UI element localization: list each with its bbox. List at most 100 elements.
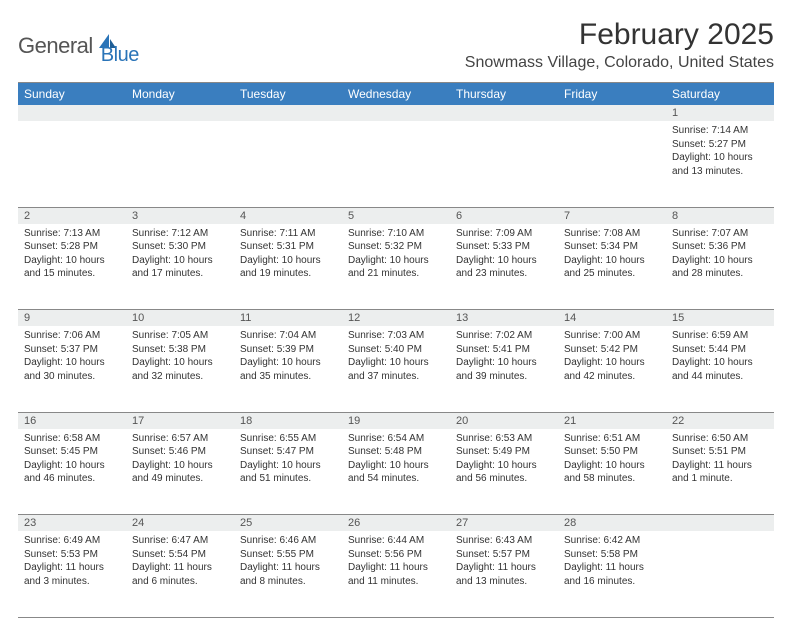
weekday-header: Saturday — [666, 83, 774, 106]
day-detail-line: Sunset: 5:33 PM — [456, 241, 530, 252]
day-detail-line: Daylight: 10 hours and 39 minutes. — [456, 357, 537, 382]
day-number: 16 — [18, 412, 126, 429]
day-number-row: 9101112131415 — [18, 310, 774, 327]
day-details: Sunrise: 7:06 AMSunset: 5:37 PMDaylight:… — [18, 326, 126, 387]
day-detail-line: Sunset: 5:30 PM — [132, 241, 206, 252]
day-details-row: Sunrise: 7:13 AMSunset: 5:28 PMDaylight:… — [18, 224, 774, 310]
day-number-row: 2345678 — [18, 207, 774, 224]
day-cell — [18, 121, 126, 207]
day-cell: Sunrise: 6:58 AMSunset: 5:45 PMDaylight:… — [18, 429, 126, 515]
day-detail-line: Sunrise: 6:51 AM — [564, 433, 640, 444]
logo: General Blue — [18, 24, 139, 67]
day-number: 2 — [18, 207, 126, 224]
title-block: February 2025 Snowmass Village, Colorado… — [465, 18, 774, 72]
day-number: 13 — [450, 310, 558, 327]
day-details — [450, 121, 558, 128]
day-details: Sunrise: 7:11 AM Sunset: 5:31 PM Daylight:… — [234, 224, 342, 285]
day-detail-line: Sunrise: 7:02 AM — [456, 330, 532, 341]
day-detail-line: Sunrise: 7:06 AM — [24, 330, 100, 341]
day-details: Sunrise: 6:54 AMSunset: 5:48 PMDaylight:… — [342, 429, 450, 490]
day-number — [18, 105, 126, 121]
day-detail-line: Sunrise: 7:09 AM — [456, 228, 532, 239]
day-detail-line: Sunrise: 6:54 AM — [348, 433, 424, 444]
day-detail-line: Daylight: 10 hours and 19 minutes. — [240, 255, 321, 280]
day-cell: Sunrise: 7:05 AMSunset: 5:38 PMDaylight:… — [126, 326, 234, 412]
day-number: 8 — [666, 207, 774, 224]
day-details — [126, 121, 234, 128]
day-cell: Sunrise: 6:54 AMSunset: 5:48 PMDaylight:… — [342, 429, 450, 515]
day-details: Sunrise: 7:12 AMSunset: 5:30 PMDaylight:… — [126, 224, 234, 285]
day-cell: Sunrise: 6:46 AMSunset: 5:55 PMDaylight:… — [234, 531, 342, 617]
day-cell: Sunrise: 6:49 AMSunset: 5:53 PMDaylight:… — [18, 531, 126, 617]
calendar-table: Sunday Monday Tuesday Wednesday Thursday… — [18, 82, 774, 618]
day-detail-line: Sunset: 5:41 PM — [456, 344, 530, 355]
day-details: Sunrise: 7:02 AM Sunset: 5:41 PM Daylight:… — [450, 326, 558, 387]
day-detail-line: Sunrise: 6:47 AM — [132, 535, 208, 546]
day-cell: Sunrise: 6:50 AMSunset: 5:51 PMDaylight:… — [666, 429, 774, 515]
day-detail-line: Sunset: 5:31 PM — [240, 241, 314, 252]
day-details: Sunrise: 7:08 AMSunset: 5:34 PMDaylight:… — [558, 224, 666, 285]
day-detail-line: Sunset: 5:57 PM — [456, 549, 530, 560]
day-detail-line: Daylight: 10 hours and 49 minutes. — [132, 460, 213, 485]
day-detail-line: Sunset: 5:47 PM — [240, 446, 314, 457]
day-cell — [666, 531, 774, 617]
day-number: 17 — [126, 412, 234, 429]
day-details — [666, 531, 774, 538]
day-detail-line: Daylight: 10 hours and 42 minutes. — [564, 357, 645, 382]
day-detail-line: Sunset: 5:46 PM — [132, 446, 206, 457]
day-details: Sunrise: 6:55 AMSunset: 5:47 PMDaylight:… — [234, 429, 342, 490]
day-detail-line: Daylight: 11 hours and 16 minutes. — [564, 562, 644, 587]
day-number: 27 — [450, 515, 558, 532]
day-detail-line: Sunrise: 6:46 AM — [240, 535, 316, 546]
day-number — [234, 105, 342, 121]
day-detail-line: Sunset: 5:36 PM — [672, 241, 746, 252]
day-details: Sunrise: 6:58 AMSunset: 5:45 PMDaylight:… — [18, 429, 126, 490]
day-cell: Sunrise: 6:57 AMSunset: 5:46 PMDaylight:… — [126, 429, 234, 515]
day-details — [342, 121, 450, 128]
day-detail-line: Sunrise: 6:49 AM — [24, 535, 100, 546]
day-detail-line: Daylight: 10 hours and 17 minutes. — [132, 255, 213, 280]
day-detail-line: Sunset: 5:32 PM — [348, 241, 422, 252]
day-number: 10 — [126, 310, 234, 327]
day-detail-line: Sunrise: 7:10 AM — [348, 228, 424, 239]
day-cell: Sunrise: 7:12 AMSunset: 5:30 PMDaylight:… — [126, 224, 234, 310]
day-detail-line: Daylight: 10 hours and 46 minutes. — [24, 460, 105, 485]
day-number — [558, 105, 666, 121]
day-detail-line: Sunrise: 7:08 AM — [564, 228, 640, 239]
day-detail-line: Sunset: 5:50 PM — [564, 446, 638, 457]
day-details: Sunrise: 6:57 AMSunset: 5:46 PMDaylight:… — [126, 429, 234, 490]
day-details: Sunrise: 6:51 AMSunset: 5:50 PMDaylight:… — [558, 429, 666, 490]
day-detail-line: Daylight: 11 hours and 8 minutes. — [240, 562, 320, 587]
day-detail-line: Sunset: 5:28 PM — [24, 241, 98, 252]
day-details: Sunrise: 7:14 AMSunset: 5:27 PMDaylight:… — [666, 121, 774, 182]
day-detail-line: Sunset: 5:54 PM — [132, 549, 206, 560]
day-cell — [450, 121, 558, 207]
day-details: Sunrise: 6:42 AMSunset: 5:58 PMDaylight:… — [558, 531, 666, 592]
day-detail-line: Sunset: 5:42 PM — [564, 344, 638, 355]
day-detail-line: Daylight: 10 hours and 44 minutes. — [672, 357, 753, 382]
day-details: Sunrise: 7:10 AMSunset: 5:32 PMDaylight:… — [342, 224, 450, 285]
day-number — [342, 105, 450, 121]
day-detail-line: Daylight: 11 hours and 1 minute. — [672, 460, 752, 485]
day-detail-line: Sunset: 5:27 PM — [672, 139, 746, 150]
day-cell: Sunrise: 6:44 AMSunset: 5:56 PMDaylight:… — [342, 531, 450, 617]
day-details — [234, 121, 342, 128]
day-number: 25 — [234, 515, 342, 532]
day-cell — [558, 121, 666, 207]
weekday-header: Monday — [126, 83, 234, 106]
day-number: 23 — [18, 515, 126, 532]
weekday-header: Friday — [558, 83, 666, 106]
day-cell: Sunrise: 7:14 AMSunset: 5:27 PMDaylight:… — [666, 121, 774, 207]
day-number: 9 — [18, 310, 126, 327]
header: General Blue February 2025 Snowmass Vill… — [18, 18, 774, 72]
day-details: Sunrise: 7:03 AMSunset: 5:40 PMDaylight:… — [342, 326, 450, 387]
day-detail-line: Sunset: 5:37 PM — [24, 344, 98, 355]
day-detail-line: Sunrise: 7:11 AM — [240, 228, 315, 239]
day-details: Sunrise: 7:05 AMSunset: 5:38 PMDaylight:… — [126, 326, 234, 387]
day-detail-line: Daylight: 10 hours and 32 minutes. — [132, 357, 213, 382]
day-number: 7 — [558, 207, 666, 224]
day-detail-line: Sunset: 5:56 PM — [348, 549, 422, 560]
day-cell: Sunrise: 6:42 AMSunset: 5:58 PMDaylight:… — [558, 531, 666, 617]
day-detail-line: Sunrise: 6:42 AM — [564, 535, 640, 546]
day-details: Sunrise: 6:49 AMSunset: 5:53 PMDaylight:… — [18, 531, 126, 592]
